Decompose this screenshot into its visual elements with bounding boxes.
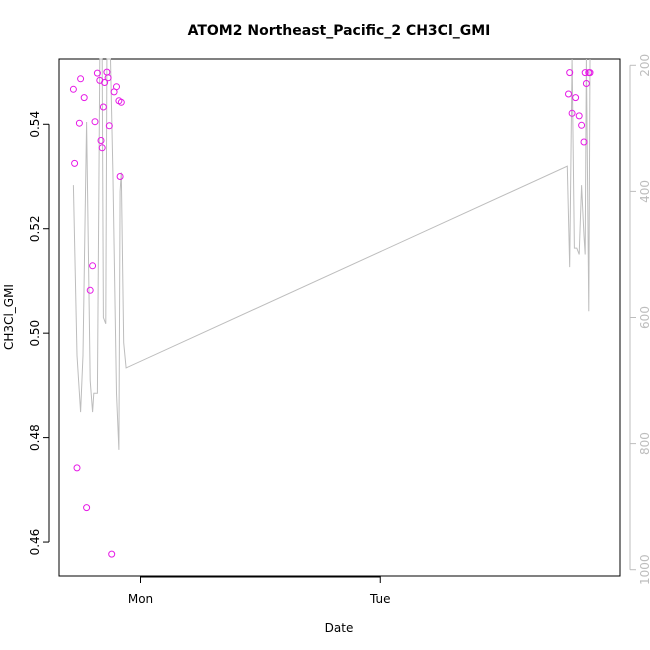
data-point (75, 119, 83, 127)
y2-tick-label: 600 (638, 306, 650, 329)
y-axis-left: 0.46 0.48 0.50 0.52 0.54 (28, 111, 50, 556)
y-tick-label: 0.52 (28, 215, 42, 242)
data-point (93, 69, 101, 77)
x-tick-label: Tue (369, 592, 391, 606)
data-point (86, 286, 94, 294)
plot-frame (58, 58, 621, 577)
y2-tick-label: 400 (638, 180, 650, 203)
data-point (97, 137, 105, 144)
data-point (108, 550, 116, 558)
data-point (586, 69, 594, 77)
data-point (69, 85, 77, 93)
point-series (69, 68, 594, 558)
data-point (80, 94, 88, 102)
data-point (113, 83, 120, 91)
data-point (89, 262, 97, 270)
data-point (98, 144, 106, 152)
data-point (582, 80, 590, 87)
y-axis-label: CH3Cl_GMI (2, 284, 16, 350)
chart-title: ATOM2 Northeast_Pacific_2 CH3Cl_GMI (188, 23, 491, 39)
y-tick-label: 0.46 (28, 529, 42, 556)
data-point (77, 75, 85, 83)
data-point (572, 94, 580, 102)
data-point (91, 118, 99, 126)
data-point (117, 98, 125, 106)
data-point (73, 464, 81, 472)
data-point (105, 122, 113, 130)
data-point (566, 69, 574, 77)
data-point (101, 79, 109, 86)
y2-tick-label: 1000 (638, 554, 650, 585)
data-point (83, 504, 91, 512)
data-point (580, 138, 588, 146)
y2-tick-label: 200 (638, 54, 650, 77)
line-series (72, 58, 591, 450)
y-tick-label: 0.54 (28, 111, 42, 138)
data-point (71, 159, 79, 167)
y-tick-label: 0.50 (28, 320, 42, 347)
data-point (575, 112, 583, 120)
data-point (104, 74, 112, 82)
pressure-line (72, 58, 591, 450)
data-point (568, 109, 576, 117)
x-axis: Mon Tue (128, 576, 391, 606)
y2-tick-label: 800 (638, 432, 650, 455)
y-axis-right: 200 400 600 800 1000 (629, 54, 650, 585)
x-axis-label: Date (325, 621, 354, 635)
data-point (116, 173, 124, 180)
data-point (581, 69, 589, 77)
data-point (99, 103, 107, 111)
x-tick-label: Mon (128, 592, 153, 606)
y-tick-label: 0.48 (28, 424, 42, 451)
data-point (565, 90, 572, 98)
data-point (578, 121, 586, 129)
